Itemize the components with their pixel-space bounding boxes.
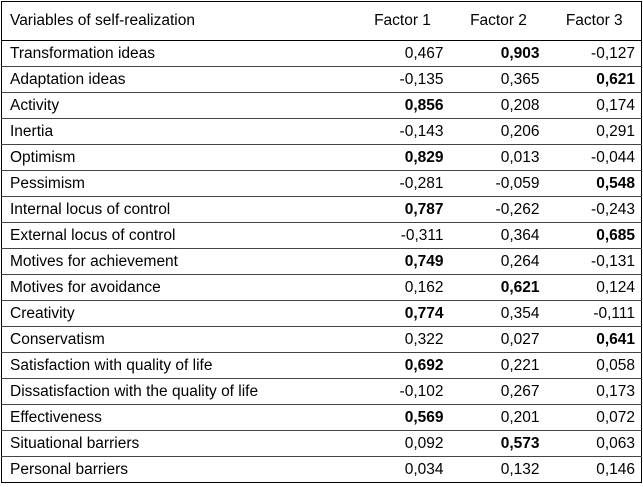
loading-value: 0,162: [353, 274, 450, 301]
loading-value: 0,092: [353, 430, 450, 457]
table-row: External locus of control -0,311 0,364 0,68…: [1, 222, 642, 249]
loading-value: 0,774: [353, 300, 450, 327]
loading-value: 0,132: [449, 456, 546, 483]
loading-value: 0,903: [449, 40, 546, 67]
loading-value: -0,044: [545, 144, 642, 171]
variable-name: Pessimism: [1, 170, 354, 197]
variable-name: Motives for achievement: [1, 248, 354, 275]
header-cell: Factor 1: [353, 1, 450, 41]
loading-value: 0,354: [449, 300, 546, 327]
loading-value: 0,027: [449, 326, 546, 353]
variable-name: Personal barriers: [1, 456, 354, 483]
loading-value: 0,174: [545, 92, 642, 119]
header-cell: Variables of self-realization: [1, 1, 354, 41]
loading-value: 0,146: [545, 456, 642, 483]
loading-value: 0,267: [449, 378, 546, 405]
loading-value: -0,111: [545, 300, 642, 327]
variable-name: Inertia: [1, 118, 354, 145]
variable-name: Optimism: [1, 144, 354, 171]
loading-value: 0,173: [545, 378, 642, 405]
variable-name: Activity: [1, 92, 354, 119]
loading-value: 0,365: [449, 66, 546, 93]
loading-value: 0,621: [449, 274, 546, 301]
table-row: Effectiveness 0,569 0,201 0,072: [1, 404, 642, 431]
loading-value: 0,548: [545, 170, 642, 197]
loading-value: 0,208: [449, 92, 546, 119]
variable-name: Creativity: [1, 300, 354, 327]
loading-value: 0,201: [449, 404, 546, 431]
table-row: Motives for achievement 0,749 0,264 -0,131: [1, 248, 642, 275]
table-row: Motives for avoidance 0,162 0,621 0,124: [1, 274, 642, 301]
loading-value: -0,262: [449, 196, 546, 223]
variable-name: Adaptation ideas: [1, 66, 354, 93]
table-row: Satisfaction with quality of life 0,692 0,…: [1, 352, 642, 379]
table-row: Inertia -0,143 0,206 0,291: [1, 118, 642, 145]
loading-value: -0,102: [353, 378, 450, 405]
loading-value: 0,221: [449, 352, 546, 379]
loading-value: 0,322: [353, 326, 450, 353]
loading-value: 0,641: [545, 326, 642, 353]
loading-value: 0,573: [449, 430, 546, 457]
table-row: Transformation ideas 0,467 0,903 -0,127: [1, 40, 642, 67]
loading-value: -0,281: [353, 170, 450, 197]
table-row: Optimism 0,829 0,013 -0,044: [1, 144, 642, 171]
loading-value: 0,856: [353, 92, 450, 119]
variable-name: Transformation ideas: [1, 40, 354, 67]
variable-name: Effectiveness: [1, 404, 354, 431]
header-cell: Factor 2: [449, 1, 546, 41]
loading-value: -0,143: [353, 118, 450, 145]
loading-value: 0,787: [353, 196, 450, 223]
variable-name: Satisfaction with quality of life: [1, 352, 354, 379]
variable-name: Internal locus of control: [1, 196, 354, 223]
table-row: Situational barriers 0,092 0,573 0,063: [1, 430, 642, 457]
loading-value: 0,749: [353, 248, 450, 275]
loading-value: 0,072: [545, 404, 642, 431]
table-row: Creativity 0,774 0,354 -0,111: [1, 300, 642, 327]
loading-value: -0,127: [545, 40, 642, 67]
table-body: Transformation ideas 0,467 0,903 -0,127 Adap…: [1, 40, 642, 483]
header-cell: Factor 3: [545, 1, 642, 41]
variable-name: External locus of control: [1, 222, 354, 249]
variable-name: Situational barriers: [1, 430, 354, 457]
loading-value: 0,621: [545, 66, 642, 93]
loading-value: -0,243: [545, 196, 642, 223]
table-row: Internal locus of control 0,787 -0,262 -0,2…: [1, 196, 642, 223]
table-row: Pessimism -0,281 -0,059 0,548: [1, 170, 642, 197]
loading-value: 0,264: [449, 248, 546, 275]
loading-value: 0,058: [545, 352, 642, 379]
loading-value: 0,013: [449, 144, 546, 171]
table-row: Conservatism 0,322 0,027 0,641: [1, 326, 642, 353]
table-row: Activity 0,856 0,208 0,174: [1, 92, 642, 119]
variable-name: Dissatisfaction with the quality of life: [1, 378, 354, 405]
loading-value: 0,364: [449, 222, 546, 249]
loading-value: 0,829: [353, 144, 450, 171]
table-row: Adaptation ideas -0,135 0,365 0,621: [1, 66, 642, 93]
loading-value: 0,692: [353, 352, 450, 379]
variable-name: Motives for avoidance: [1, 274, 354, 301]
header-row: Variables of self-realization Factor 1 Fac…: [1, 1, 642, 41]
loading-value: 0,063: [545, 430, 642, 457]
loading-value: 0,034: [353, 456, 450, 483]
loading-value: 0,206: [449, 118, 546, 145]
loading-value: 0,467: [353, 40, 450, 67]
loading-value: -0,135: [353, 66, 450, 93]
loading-value: 0,685: [545, 222, 642, 249]
loading-value: 0,291: [545, 118, 642, 145]
loading-value: 0,124: [545, 274, 642, 301]
loading-value: -0,311: [353, 222, 450, 249]
variable-name: Conservatism: [1, 326, 354, 353]
loading-value: -0,059: [449, 170, 546, 197]
loading-value: -0,131: [545, 248, 642, 275]
table-row: Dissatisfaction with the quality of life…: [1, 378, 642, 405]
loading-value: 0,569: [353, 404, 450, 431]
table-row: Personal barriers 0,034 0,132 0,146: [1, 456, 642, 483]
